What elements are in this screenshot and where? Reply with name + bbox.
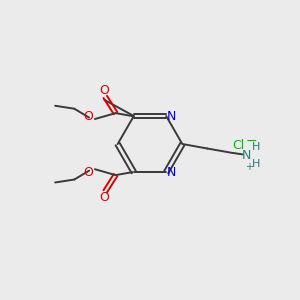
Text: N: N <box>167 166 176 179</box>
Text: O: O <box>83 110 93 123</box>
Text: H: H <box>252 142 260 152</box>
Text: Cl: Cl <box>232 139 244 152</box>
Text: O: O <box>99 191 109 204</box>
Text: O: O <box>99 84 109 97</box>
Text: N: N <box>167 110 176 123</box>
Text: +: + <box>245 162 253 172</box>
Text: −: − <box>246 134 257 148</box>
Text: N: N <box>242 149 251 162</box>
Text: O: O <box>83 166 93 179</box>
Text: H: H <box>252 159 260 169</box>
